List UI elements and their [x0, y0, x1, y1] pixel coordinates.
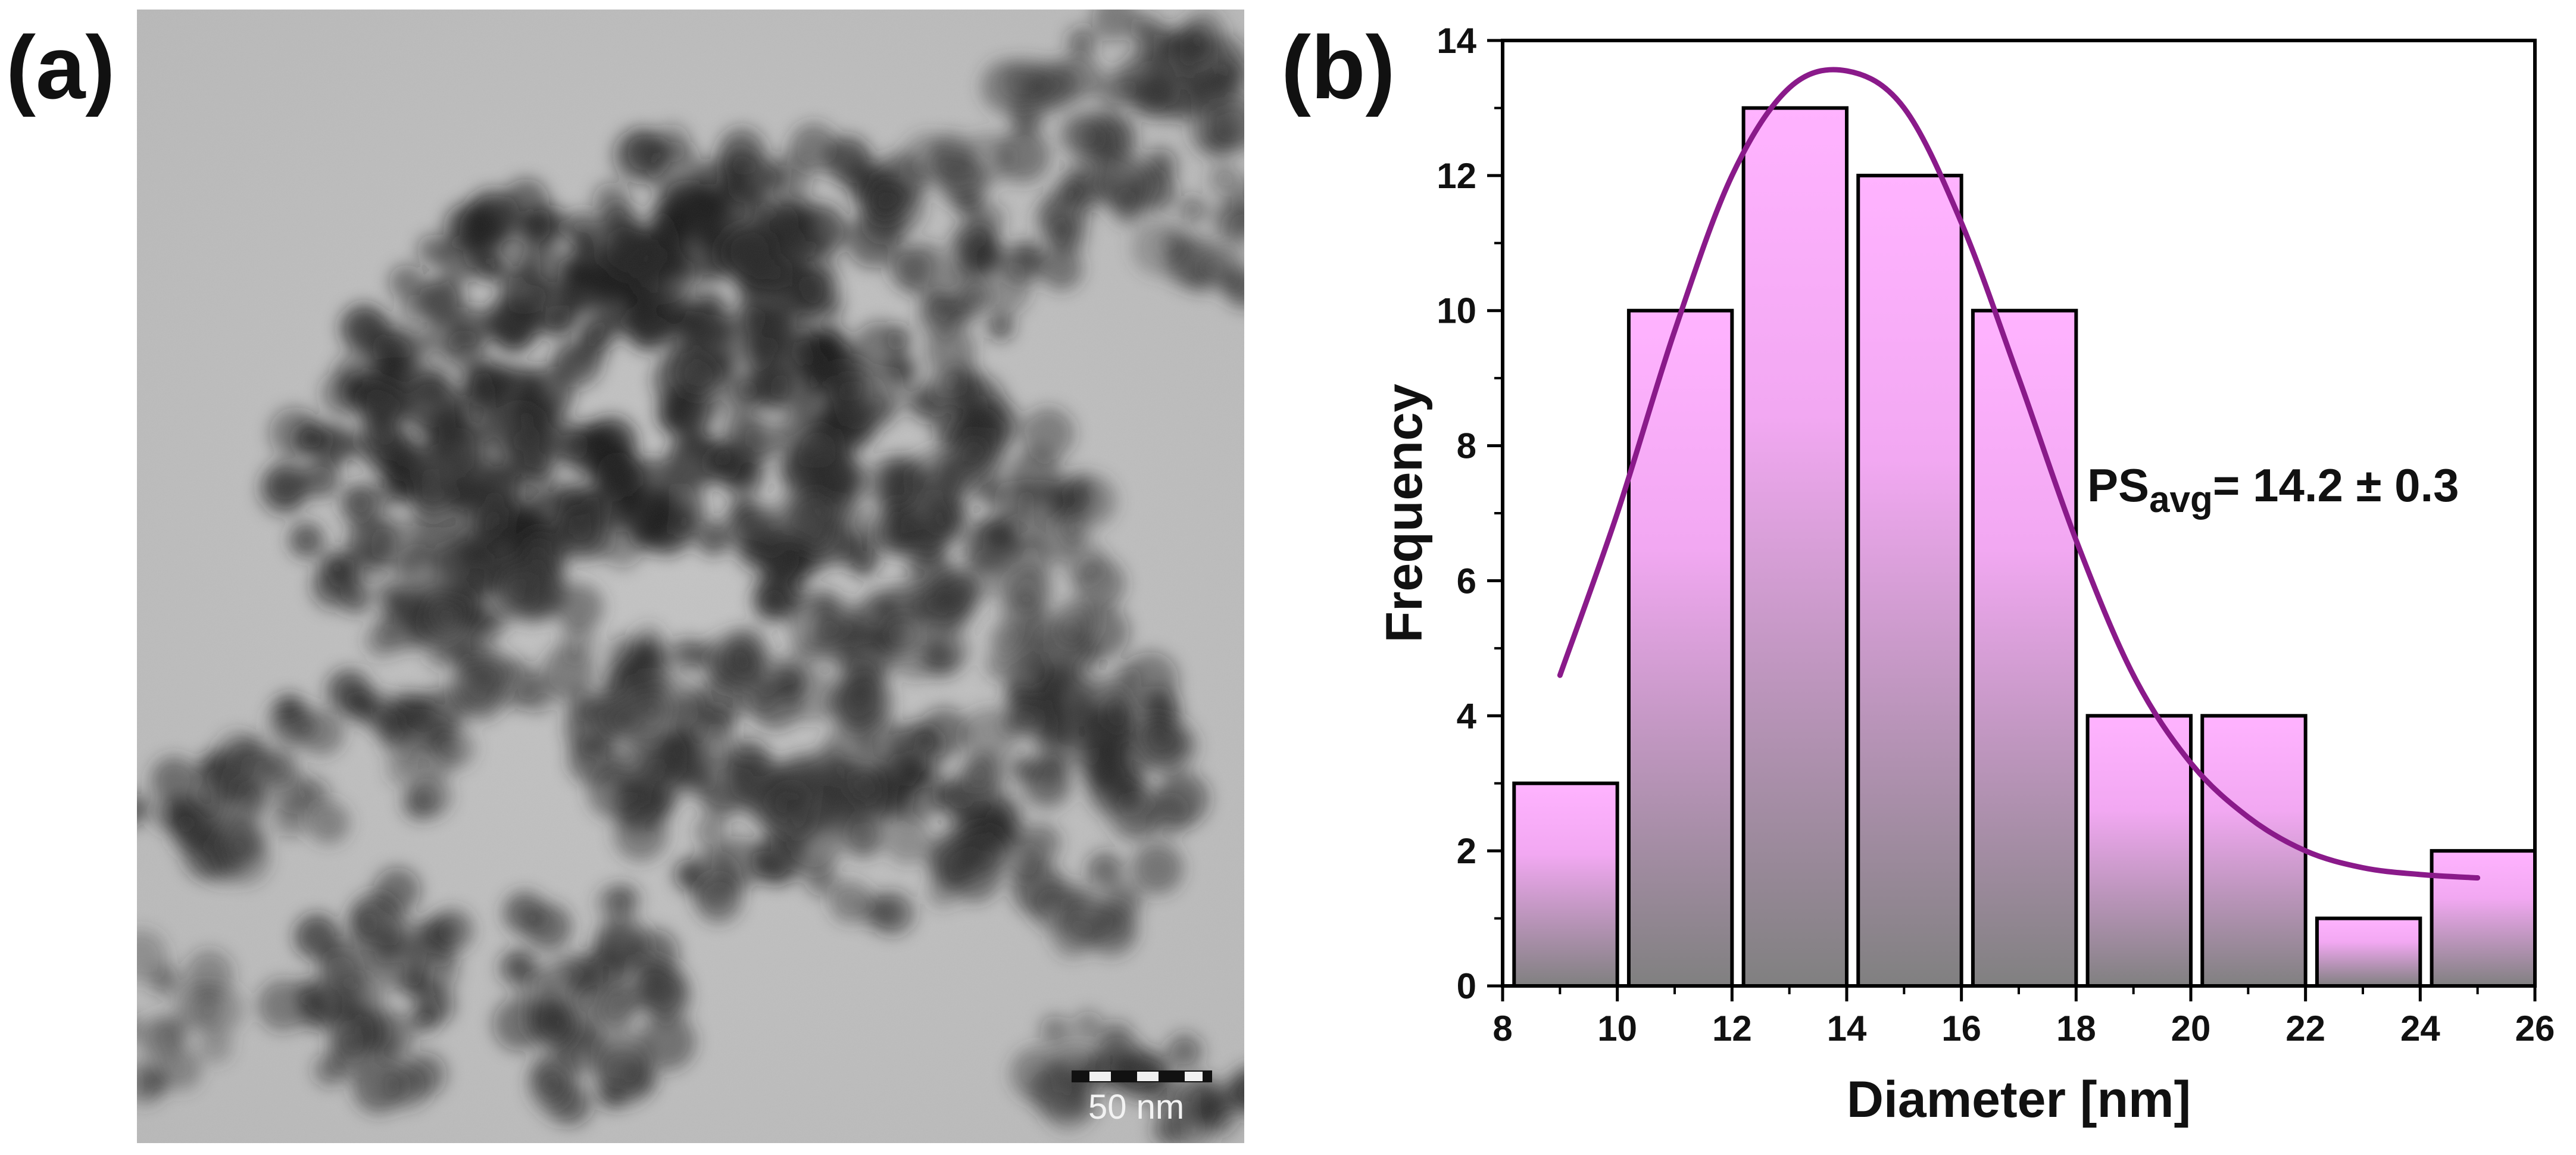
- x-tick-label: 8: [1492, 1009, 1512, 1048]
- y-tick-label: 14: [1437, 21, 1476, 61]
- histogram-bar-3: [1741, 106, 1849, 988]
- y-tick-label: 8: [1457, 426, 1476, 466]
- x-tick-label: 20: [2171, 1009, 2211, 1048]
- panel-label-a: (a): [6, 17, 115, 117]
- histogram-bar-6: [2085, 714, 2193, 988]
- scale-bar: [1072, 1070, 1212, 1082]
- y-tick-label: 4: [1457, 696, 1477, 736]
- gaussian-fit-curve: [1557, 67, 2481, 881]
- tem-micrograph: 50 nm: [137, 10, 1244, 1143]
- scale-bar-label: 50 nm: [1088, 1088, 1185, 1126]
- x-tick-label: 12: [1712, 1009, 1752, 1048]
- panel-label-b: (b): [1281, 17, 1395, 117]
- histogram-bar-2: [1626, 308, 1734, 988]
- average-size-annotation: PSavg= 14.2 ± 0.3: [2087, 459, 2459, 520]
- y-tick-label: 12: [1437, 156, 1476, 196]
- x-tick-label: 16: [1941, 1009, 1981, 1048]
- y-tick-label: 10: [1437, 291, 1476, 331]
- histogram-bar-4: [1856, 173, 1963, 988]
- y-tick-label: 0: [1457, 966, 1476, 1006]
- x-tick-label: 24: [2400, 1009, 2440, 1048]
- x-tick-label: 14: [1827, 1009, 1867, 1048]
- annotation-value: = 14.2 ± 0.3: [2213, 459, 2459, 511]
- histogram-bar-7: [2200, 714, 2308, 988]
- annotation-main: PS: [2087, 459, 2149, 511]
- histogram-bar-9: [2430, 849, 2537, 988]
- x-axis-ticks: 8 10 12 14 16 18 20 22 24 26: [1492, 986, 2555, 1048]
- x-tick-label: 10: [1597, 1009, 1637, 1048]
- x-tick-label: 22: [2285, 1009, 2325, 1048]
- y-axis-ticks: 0 2 4 6 8 10 12 14: [1437, 21, 1503, 1006]
- histogram-bars: [1512, 106, 2537, 988]
- x-tick-label: 18: [2056, 1009, 2096, 1048]
- y-tick-label: 6: [1457, 561, 1476, 601]
- x-axis-title: Diameter [nm]: [1847, 1071, 2191, 1128]
- y-tick-label: 2: [1457, 831, 1476, 871]
- y-axis-title: Frequency: [1376, 383, 1433, 642]
- annotation-subscript: avg: [2149, 479, 2213, 520]
- histogram-bar-5: [1971, 308, 2078, 988]
- x-tick-label: 26: [2515, 1009, 2555, 1048]
- histogram-bar-1: [1512, 781, 1619, 988]
- histogram-bar-8: [2315, 916, 2422, 988]
